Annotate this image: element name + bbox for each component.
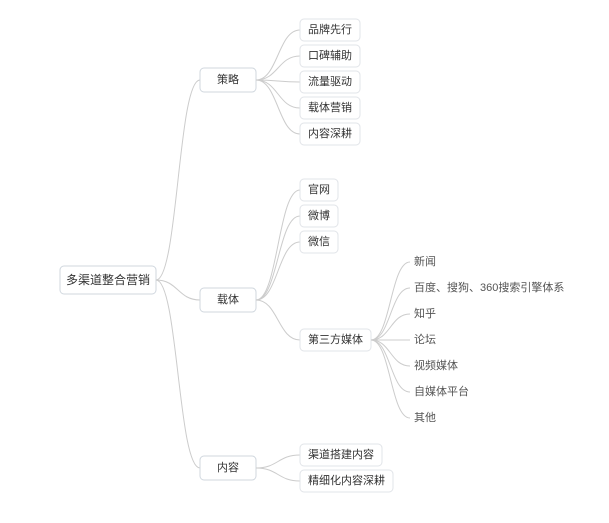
label-l3: 内容深耕 [308,126,352,140]
label-l4: 百度、搜狗、360搜索引擎体系 [414,280,564,294]
label-l4: 知乎 [414,306,436,320]
edge [371,314,410,340]
edge [256,30,300,80]
label-l4: 视频媒体 [414,358,458,372]
edge [256,190,300,300]
branch-label-carrier: 载体 [217,292,239,306]
mindmap-diagram: 多渠道整合营销 策略 品牌先行口碑辅助流量驱动载体营销内容深耕载体 官网微博微信第三方… [0,0,609,523]
label-l3: 品牌先行 [308,22,352,36]
label-l4: 新闻 [414,254,436,268]
branch-label-content: 内容 [217,460,239,474]
label-l3: 载体营销 [308,100,352,114]
root-label: 多渠道整合营销 [66,272,150,287]
label-l3: 流量驱动 [308,74,352,88]
label-l3: 渠道搭建内容 [308,447,374,461]
edge [156,280,200,468]
edge [256,80,300,108]
edge [371,340,410,366]
edge [256,56,300,80]
edge [371,340,410,392]
edge [256,455,300,468]
edge [156,280,200,300]
label-l3: 精细化内容深耕 [308,473,385,487]
branch-label-strategy: 策略 [217,72,239,86]
label-l3: 微博 [308,208,330,222]
edge [256,468,300,481]
edge [371,288,410,340]
label-l3: 官网 [308,182,330,196]
label-l3: 第三方媒体 [308,332,363,346]
label-l4: 论坛 [414,332,436,346]
edge [371,340,410,418]
label-l4: 自媒体平台 [414,384,469,398]
label-l3: 微信 [308,234,330,248]
edge [371,262,410,340]
edge [256,242,300,300]
label-l4: 其他 [414,411,436,424]
label-l3: 口碑辅助 [308,48,352,62]
edge [256,300,300,340]
edge [256,216,300,300]
edge [156,80,200,280]
